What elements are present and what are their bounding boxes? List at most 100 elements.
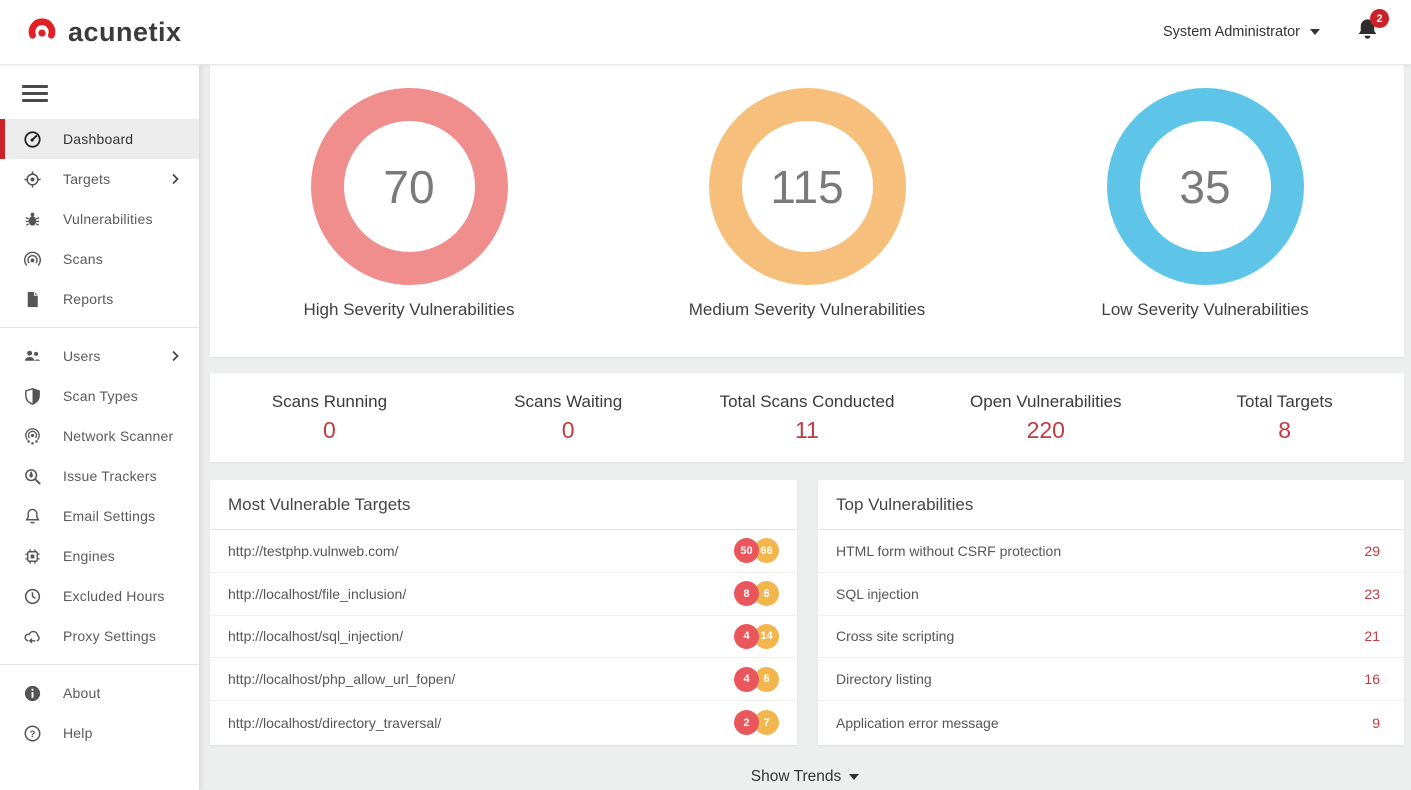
dashboard-gauge-icon bbox=[22, 129, 42, 149]
vulnerability-name[interactable]: SQL injection bbox=[836, 585, 919, 602]
high-count-badge: 50 bbox=[734, 538, 759, 564]
target-row[interactable]: http://localhost/directory_traversal/ 2 … bbox=[210, 701, 797, 744]
sidebar-item-label: Network Scanner bbox=[63, 428, 174, 444]
notifications-button[interactable]: 2 bbox=[1354, 9, 1389, 48]
sidebar: Dashboard Targets Vulnerabilities Scans bbox=[0, 65, 199, 790]
target-url[interactable]: http://localhost/directory_traversal/ bbox=[228, 714, 442, 731]
medium-severity-ring[interactable]: 115 bbox=[708, 88, 906, 285]
bell-outline-icon bbox=[22, 506, 42, 526]
vulnerability-name[interactable]: HTML form without CSRF protection bbox=[836, 542, 1062, 559]
target-url[interactable]: http://localhost/file_inclusion/ bbox=[228, 585, 407, 602]
target-url[interactable]: http://localhost/sql_injection/ bbox=[228, 628, 404, 645]
cloud-proxy-icon bbox=[22, 626, 42, 646]
sidebar-item-vulnerabilities[interactable]: Vulnerabilities bbox=[0, 199, 199, 239]
vulnerability-row[interactable]: Directory listing 16 bbox=[818, 658, 1404, 702]
sidebar-item-dashboard[interactable]: Dashboard bbox=[0, 119, 199, 159]
vulnerability-row[interactable]: HTML form without CSRF protection 29 bbox=[818, 530, 1404, 573]
high-count-badge: 2 bbox=[734, 710, 759, 736]
sidebar-item-reports[interactable]: Reports bbox=[0, 279, 199, 319]
stat-total-scans: Total Scans Conducted 11 bbox=[688, 392, 927, 444]
sidebar-item-proxy-settings[interactable]: Proxy Settings bbox=[0, 616, 199, 656]
target-url[interactable]: http://testphp.vulnweb.com/ bbox=[228, 542, 399, 559]
sidebar-item-excluded-hours[interactable]: Excluded Hours bbox=[0, 576, 199, 616]
svg-text:?: ? bbox=[29, 729, 35, 740]
stat-scans-running: Scans Running 0 bbox=[210, 392, 449, 444]
medium-severity-count: 115 bbox=[770, 160, 844, 213]
bug-icon bbox=[22, 209, 42, 229]
sidebar-item-label: Proxy Settings bbox=[63, 628, 157, 644]
high-count-badge: 8 bbox=[734, 581, 759, 607]
show-trends-label: Show Trends bbox=[750, 768, 842, 785]
high-severity-ring[interactable]: 70 bbox=[310, 88, 508, 285]
sidebar-item-label: Excluded Hours bbox=[63, 588, 165, 604]
vulnerability-name[interactable]: Application error message bbox=[836, 714, 999, 731]
panel-title: Top Vulnerabilities bbox=[818, 480, 1404, 530]
question-icon: ? bbox=[22, 723, 42, 743]
network-scanner-icon bbox=[22, 426, 42, 446]
vulnerability-row[interactable]: SQL injection 23 bbox=[818, 573, 1404, 616]
low-severity-ring[interactable]: 35 bbox=[1106, 88, 1304, 285]
low-severity-count: 35 bbox=[1179, 160, 1231, 213]
stat-scans-waiting: Scans Waiting 0 bbox=[449, 392, 688, 444]
target-row[interactable]: http://localhost/sql_injection/ 4 14 bbox=[210, 616, 797, 659]
sidebar-item-label: Scan Types bbox=[63, 388, 138, 404]
target-row[interactable]: http://localhost/php_allow_url_fopen/ 4 … bbox=[210, 658, 797, 702]
high-severity-donut: 70 High Severity Vulnerabilities bbox=[210, 88, 608, 357]
notification-count-badge: 2 bbox=[1370, 9, 1389, 28]
scan-stats-card: Scans Running 0 Scans Waiting 0 Total Sc… bbox=[210, 373, 1404, 462]
sidebar-item-label: About bbox=[63, 685, 101, 701]
bell-icon bbox=[1354, 19, 1381, 47]
sidebar-item-label: Email Settings bbox=[63, 508, 156, 524]
sidebar-item-users[interactable]: Users bbox=[0, 336, 199, 376]
sidebar-item-help[interactable]: ? Help bbox=[0, 713, 199, 753]
vulnerability-row[interactable]: Cross site scripting 21 bbox=[818, 616, 1404, 659]
target-icon bbox=[22, 169, 42, 189]
stat-label: Scans Running bbox=[271, 391, 388, 411]
sidebar-item-label: Engines bbox=[63, 548, 115, 564]
stat-value: 11 bbox=[795, 416, 819, 443]
target-row[interactable]: http://testphp.vulnweb.com/ 50 66 bbox=[210, 530, 797, 573]
brand-name: acunetix bbox=[68, 16, 182, 47]
stat-label: Scans Waiting bbox=[514, 391, 623, 411]
sidebar-item-label: Users bbox=[63, 348, 101, 364]
sidebar-item-scan-types[interactable]: Scan Types bbox=[0, 376, 199, 416]
shield-icon bbox=[22, 386, 42, 406]
sidebar-item-email-settings[interactable]: Email Settings bbox=[0, 496, 199, 536]
stat-total-targets: Total Targets 8 bbox=[1165, 392, 1404, 444]
vulnerability-count: 9 bbox=[1372, 714, 1380, 731]
sidebar-item-issue-trackers[interactable]: Issue Trackers bbox=[0, 456, 199, 496]
stat-value: 220 bbox=[1026, 416, 1065, 443]
show-trends-button[interactable]: Show Trends bbox=[199, 768, 1411, 786]
chevron-down-icon bbox=[1310, 29, 1320, 35]
stat-value: 0 bbox=[561, 416, 575, 443]
vulnerability-count: 21 bbox=[1364, 628, 1380, 645]
vulnerability-count: 29 bbox=[1364, 542, 1380, 559]
vulnerability-name[interactable]: Directory listing bbox=[836, 671, 932, 688]
vulnerability-name[interactable]: Cross site scripting bbox=[836, 628, 955, 645]
info-icon bbox=[22, 683, 42, 703]
acunetix-logo: acunetix bbox=[26, 14, 182, 51]
sidebar-item-network-scanner[interactable]: Network Scanner bbox=[0, 416, 199, 456]
app-header: acunetix System Administrator 2 bbox=[0, 0, 1411, 65]
sidebar-item-about[interactable]: About bbox=[0, 673, 199, 713]
high-severity-label: High Severity Vulnerabilities bbox=[303, 300, 515, 319]
sidebar-item-engines[interactable]: Engines bbox=[0, 536, 199, 576]
vulnerability-row[interactable]: Application error message 9 bbox=[818, 701, 1404, 744]
sidebar-item-targets[interactable]: Targets bbox=[0, 159, 199, 199]
acunetix-logo-icon bbox=[26, 14, 58, 51]
sidebar-divider bbox=[0, 664, 199, 665]
sidebar-item-scans[interactable]: Scans bbox=[0, 239, 199, 279]
sidebar-divider bbox=[0, 327, 199, 328]
document-icon bbox=[22, 289, 42, 309]
chevron-down-icon bbox=[849, 774, 860, 780]
high-count-badge: 4 bbox=[734, 666, 759, 692]
target-row[interactable]: http://localhost/file_inclusion/ 8 6 bbox=[210, 573, 797, 616]
sidebar-item-label: Vulnerabilities bbox=[63, 211, 153, 227]
sidebar-item-label: Reports bbox=[63, 291, 114, 307]
target-url[interactable]: http://localhost/php_allow_url_fopen/ bbox=[228, 671, 456, 688]
vulnerability-count: 16 bbox=[1364, 671, 1380, 688]
active-indicator bbox=[0, 119, 5, 159]
user-menu[interactable]: System Administrator bbox=[1163, 24, 1320, 40]
users-icon bbox=[22, 346, 42, 366]
menu-toggle-button[interactable] bbox=[22, 85, 48, 102]
